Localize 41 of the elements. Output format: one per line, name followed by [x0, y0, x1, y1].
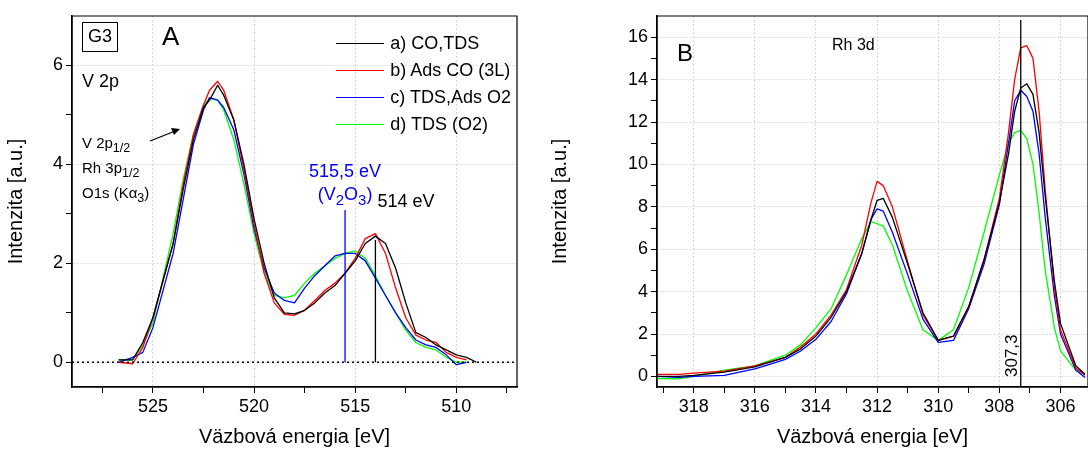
x-tick-label: 314 [800, 395, 831, 416]
y-tick-label: 4 [52, 153, 63, 174]
legend-label: b) Ads CO (3L) [390, 60, 511, 81]
x-tick-label: 316 [739, 395, 770, 416]
y-tick-label: 12 [627, 110, 648, 131]
ref-line-label: 307,3 [1000, 334, 1022, 377]
legend-label: d) TDS (O2) [390, 114, 488, 135]
annotation: V 2p$_{1/2}$ [82, 134, 131, 156]
y-tick-label: 10 [627, 153, 648, 174]
annotation: V 2p [82, 71, 120, 92]
legend-label: a) CO,TDS [390, 33, 480, 54]
x-tick-label: 318 [678, 395, 709, 416]
y-tick-label: 2 [52, 252, 63, 273]
x-axis-title: Väzbová energia [eV] [776, 424, 969, 447]
y-tick-label: 2 [637, 322, 648, 343]
y-tick-label: 14 [627, 68, 648, 89]
legend-label: c) TDS,Ads O2 [390, 87, 511, 108]
y-tick-label: 0 [52, 351, 63, 372]
x-tick-label: 520 [239, 395, 270, 416]
x-tick-label: 306 [1045, 395, 1076, 416]
annotation: Rh 3p$_{1/2}$ [82, 159, 140, 181]
y-axis-title: Intenzita [a.u.] [547, 138, 570, 265]
y-tick-label: 16 [627, 26, 648, 47]
y-tick-label: 4 [637, 280, 648, 301]
annotation: B [677, 39, 694, 67]
y-axis-title: Intenzita [a.u.] [3, 138, 26, 265]
annotation: O1s (Kα$_{3}$) [82, 184, 150, 206]
annotation: Rh 3d [832, 36, 875, 54]
y-tick-label: 6 [637, 238, 648, 259]
x-tick-label: 308 [984, 395, 1015, 416]
annotation: A [162, 21, 180, 51]
y-tick-label: 0 [637, 365, 648, 386]
y-tick-label: 6 [52, 54, 63, 75]
annotation: G3 [82, 22, 119, 52]
x-tick-label: 510 [441, 395, 472, 416]
y-tick-label: 8 [637, 195, 648, 216]
x-tick-label: 515 [340, 395, 371, 416]
x-tick-label: 312 [862, 395, 893, 416]
x-tick-label: 525 [137, 395, 168, 416]
x-axis-title: Väzbová energia [eV] [198, 424, 391, 447]
x-tick-label: 310 [923, 395, 954, 416]
